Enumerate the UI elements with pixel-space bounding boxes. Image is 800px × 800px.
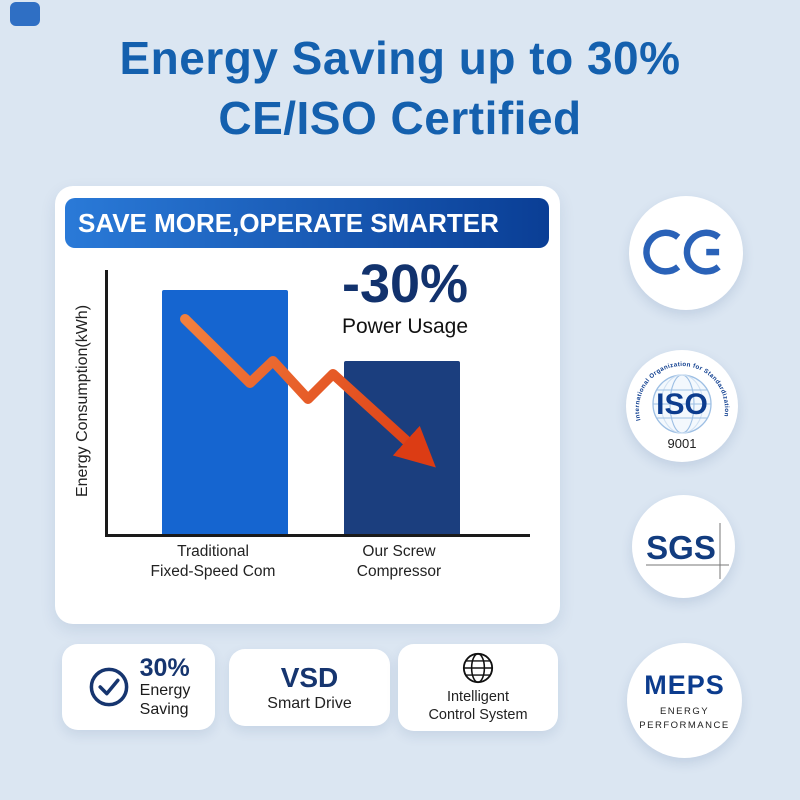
y-axis-label: Energy Consumption(kWh) xyxy=(74,304,91,498)
bar-traditional-compressor xyxy=(162,289,288,534)
feature-line: Smart Drive xyxy=(267,694,352,712)
feature-vsd-smart-drive: VSD Smart Drive xyxy=(229,649,390,726)
feature-line: Intelligent xyxy=(446,689,510,705)
iso-main-text: ISO xyxy=(656,388,708,421)
corner-decoration xyxy=(10,2,40,26)
meps-sub-text-2: PERFORMANCE xyxy=(639,720,730,731)
meps-certification-badge: MEPS ENERGY PERFORMANCE xyxy=(627,643,742,758)
category-label-our-screw: Our Screw Compressor xyxy=(309,542,489,582)
feature-intelligent-control: Intelligent Control System xyxy=(398,644,558,731)
bar-chart xyxy=(105,270,530,537)
ce-certification-badge xyxy=(629,196,743,310)
banner-heading: SAVE MORE,OPERATE SMARTER xyxy=(65,198,549,248)
annotation-percentage: -30% xyxy=(341,254,469,314)
title-line1: Energy Saving up to 30% xyxy=(119,32,681,84)
feature-percentage: 30% xyxy=(139,654,190,682)
iso-number-text: 9001 xyxy=(668,436,697,451)
downward-trend-arrow-icon xyxy=(180,314,436,468)
sgs-certification-badge: SGS xyxy=(632,495,735,598)
category-label-line: Our Screw xyxy=(362,543,436,560)
category-label-line: Compressor xyxy=(356,563,442,580)
check-circle-icon xyxy=(89,667,129,707)
globe-icon xyxy=(462,652,494,684)
sgs-mark-icon: SGS xyxy=(646,523,729,579)
category-label-line: Traditional xyxy=(177,543,249,560)
category-label-traditional: Traditional Fixed-Speed Com xyxy=(123,542,303,582)
meps-sub-text-1: ENERGY xyxy=(659,706,710,717)
feature-line: Saving xyxy=(139,701,189,718)
category-label-line: Fixed-Speed Com xyxy=(150,563,276,580)
chart-card: SAVE MORE,OPERATE SMARTER Energy Consump… xyxy=(55,186,560,624)
title-line2: CE/ISO Certified xyxy=(218,92,582,144)
feature-line: Energy xyxy=(139,682,191,699)
annotation: -30% Power Usage xyxy=(310,256,500,339)
iso-9001-badge: International Organization for Standardi… xyxy=(626,350,738,462)
sgs-main-text: SGS xyxy=(646,529,716,566)
feature-energy-saving: 30% Energy Saving xyxy=(62,644,215,730)
ce-mark-icon xyxy=(643,229,721,275)
annotation-subtext: Power Usage xyxy=(341,315,469,338)
feature-title: VSD xyxy=(280,661,339,693)
feature-line: Control System xyxy=(428,707,528,723)
iso-globe-icon: International Organization for Standardi… xyxy=(634,361,730,451)
page-title: Energy Saving up to 30% CE/ISO Certified xyxy=(0,28,800,148)
meps-main-text: MEPS xyxy=(644,670,725,700)
